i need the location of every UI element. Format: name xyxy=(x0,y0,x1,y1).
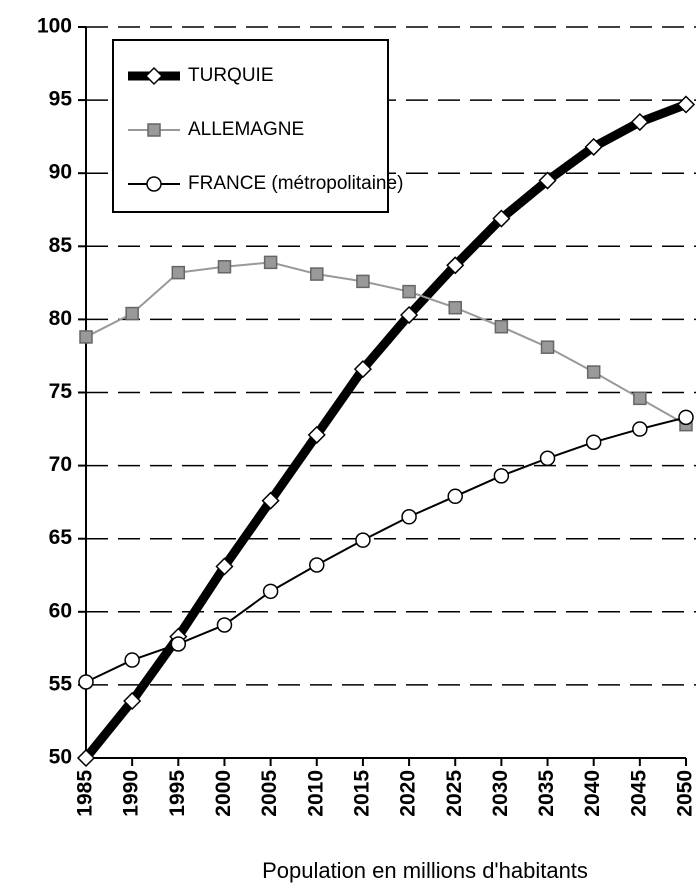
marker xyxy=(540,340,555,354)
marker xyxy=(79,330,93,344)
y-tick-label: 95 xyxy=(49,88,73,111)
marker xyxy=(263,255,278,270)
y-tick-label: 55 xyxy=(49,672,73,695)
marker xyxy=(123,691,142,711)
marker xyxy=(124,652,140,668)
x-tick-label: 2010 xyxy=(304,770,327,817)
marker xyxy=(215,557,234,576)
x-tick-label: 2020 xyxy=(397,770,420,817)
x-tick-label: 2045 xyxy=(627,770,650,817)
marker xyxy=(493,468,510,484)
marker xyxy=(171,265,186,280)
marker xyxy=(310,267,324,281)
marker xyxy=(353,360,372,379)
x-tick-label: 2005 xyxy=(258,770,281,817)
x-axis-label: Population en millions d'habitants xyxy=(262,858,588,883)
marker xyxy=(585,434,602,450)
marker xyxy=(147,123,161,137)
marker xyxy=(492,209,511,228)
x-tick-label: 1995 xyxy=(166,770,189,817)
x-tick-label: 2050 xyxy=(674,770,696,817)
marker xyxy=(630,112,649,132)
x-tick-label: 2040 xyxy=(581,770,604,817)
marker xyxy=(261,491,280,510)
marker xyxy=(216,617,233,633)
marker xyxy=(144,66,164,86)
marker xyxy=(538,171,557,190)
marker xyxy=(447,488,463,505)
legend-label: ALLEMAGNE xyxy=(188,119,304,140)
x-tick-label: 2000 xyxy=(212,770,235,817)
marker xyxy=(584,137,603,156)
marker xyxy=(402,284,416,299)
series-line xyxy=(82,100,688,761)
x-tick-label: 2035 xyxy=(535,770,558,817)
marker xyxy=(676,95,696,114)
marker xyxy=(448,300,462,315)
x-tick-label: 2025 xyxy=(443,770,466,817)
marker xyxy=(446,256,465,275)
legend-label: FRANCE (métropolitaine) xyxy=(188,173,403,194)
marker xyxy=(125,306,139,321)
legend-label: TURQUIE xyxy=(188,65,274,86)
marker xyxy=(494,319,509,334)
marker xyxy=(633,391,647,406)
marker xyxy=(539,450,556,467)
marker xyxy=(78,674,94,690)
marker xyxy=(355,532,371,548)
marker xyxy=(146,176,162,192)
y-tick-label: 65 xyxy=(49,526,73,549)
y-tick-label: 90 xyxy=(49,161,72,184)
y-tick-label: 75 xyxy=(49,380,73,403)
series-line xyxy=(85,261,687,426)
y-tick-label: 50 xyxy=(49,746,72,769)
marker xyxy=(586,365,601,379)
series-line xyxy=(85,416,687,683)
marker xyxy=(678,409,694,426)
marker xyxy=(632,421,648,437)
marker xyxy=(401,509,417,525)
x-tick-label: 1990 xyxy=(120,770,143,817)
x-tick-label: 1985 xyxy=(74,770,97,817)
y-tick-label: 60 xyxy=(49,599,72,622)
y-tick-label: 80 xyxy=(49,307,72,330)
marker xyxy=(356,274,370,289)
marker xyxy=(217,260,232,274)
marker xyxy=(400,305,419,325)
marker xyxy=(170,636,187,652)
marker xyxy=(309,557,325,573)
x-tick-label: 2030 xyxy=(489,770,512,817)
marker xyxy=(76,748,96,768)
y-tick-label: 85 xyxy=(49,234,73,257)
y-tick-label: 100 xyxy=(37,15,72,38)
x-tick-label: 2015 xyxy=(350,770,373,817)
marker xyxy=(262,583,279,600)
y-tick-label: 70 xyxy=(49,453,72,476)
marker xyxy=(307,425,326,444)
